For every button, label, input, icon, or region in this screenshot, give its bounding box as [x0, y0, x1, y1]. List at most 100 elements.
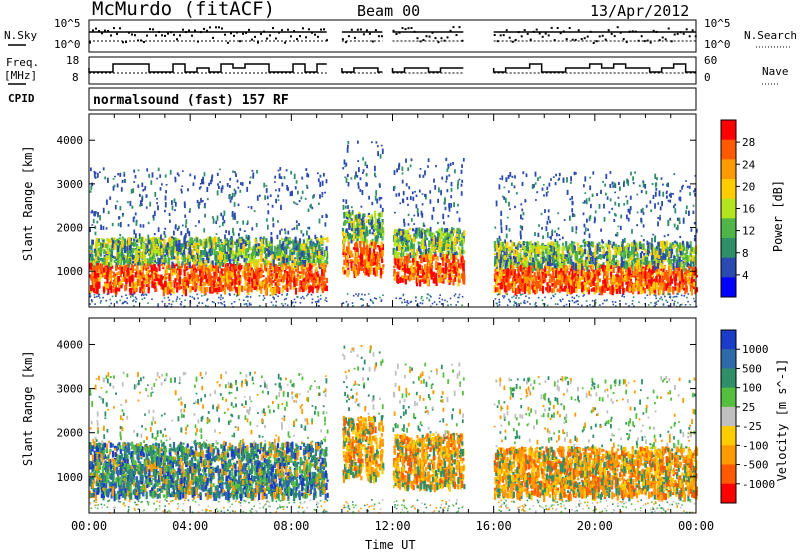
scatter-cell — [428, 298, 431, 301]
scatter-cell — [419, 247, 422, 254]
scatter-cell — [445, 180, 448, 183]
scatter-cell — [400, 297, 402, 300]
scatter-cell — [208, 265, 211, 270]
scatter-cell — [139, 262, 142, 266]
scatter-cell — [120, 257, 123, 266]
scatter-cell — [299, 244, 303, 249]
scatter-cell — [294, 258, 297, 266]
scatter-cell — [370, 263, 374, 267]
scatter-cell — [396, 275, 399, 283]
scatter-cell — [646, 282, 649, 289]
scatter-cell — [188, 260, 191, 269]
scatter-cell — [449, 279, 452, 283]
scatter-cell — [323, 280, 326, 288]
scatter-cell — [165, 190, 167, 194]
scatter-cell — [279, 253, 282, 259]
scatter-cell — [304, 256, 307, 263]
scatter-cell — [201, 200, 204, 203]
scatter-cell — [296, 265, 299, 274]
scatter-cell — [408, 245, 411, 251]
scatter-cell — [105, 244, 108, 249]
scatter-cell — [421, 252, 424, 257]
scatter-cell — [249, 176, 252, 179]
scatter-cell — [214, 273, 217, 280]
scatter-cell — [281, 287, 284, 293]
scatter-cell — [394, 211, 396, 214]
scatter-cell — [202, 243, 205, 247]
scatter-cell — [375, 235, 379, 242]
scatter-cell — [440, 303, 443, 305]
scatter-cell — [407, 213, 410, 217]
scatter-cell — [359, 188, 362, 192]
scatter-cell — [89, 253, 92, 261]
scatter-cell — [180, 252, 183, 255]
nsky-point — [541, 35, 544, 38]
scatter-cell — [379, 232, 383, 238]
scatter-cell — [140, 294, 143, 297]
scatter-cell — [283, 175, 286, 180]
scatter-cell — [324, 222, 327, 227]
scatter-cell — [421, 203, 424, 206]
scatter-cell — [127, 267, 130, 276]
scatter-cell — [226, 183, 229, 187]
scatter-cell — [293, 227, 296, 230]
nsky-point — [508, 36, 511, 39]
scatter-cell — [609, 267, 612, 275]
scatter-cell — [192, 276, 195, 285]
scatter-cell — [213, 288, 216, 293]
scatter-cell — [224, 281, 228, 285]
scatter-cell — [133, 229, 136, 235]
scatter-cell — [412, 252, 415, 259]
scatter-cell — [262, 299, 265, 301]
scatter-cell — [118, 256, 121, 263]
scatter-cell — [497, 274, 500, 280]
scatter-cell — [135, 298, 138, 300]
scatter-cell — [137, 250, 140, 253]
scatter-cell — [631, 263, 634, 271]
scatter-cell — [412, 269, 415, 274]
scatter-cell — [460, 191, 463, 196]
scatter-cell — [348, 223, 351, 230]
scatter-cell — [273, 298, 275, 300]
scatter-cell — [212, 277, 215, 282]
scatter-cell — [321, 261, 324, 265]
scatter-cell — [165, 245, 168, 253]
scatter-cell — [307, 293, 309, 296]
scatter-cell — [215, 233, 218, 235]
scatter-cell — [412, 273, 415, 277]
scatter-cell — [428, 240, 431, 248]
scatter-cell — [195, 259, 199, 262]
scatter-cell — [400, 230, 403, 236]
scatter-cell — [260, 288, 263, 294]
scatter-cell — [126, 274, 129, 277]
scatter-cell — [143, 247, 146, 253]
nsky-point — [131, 33, 133, 36]
scatter-cell — [576, 264, 580, 271]
scatter-cell — [346, 305, 349, 307]
scatter-cell — [438, 240, 441, 247]
scatter-cell — [128, 258, 132, 265]
nsky-point — [604, 38, 607, 41]
scatter-cell — [256, 245, 260, 249]
scatter-cell — [309, 258, 312, 264]
scatter-cell — [202, 240, 205, 245]
scatter-cell — [123, 271, 126, 278]
scatter-cell — [283, 285, 286, 289]
scatter-cell — [421, 193, 424, 195]
scatter-cell — [560, 260, 563, 269]
scatter-cell — [124, 285, 127, 292]
scatter-cell — [157, 205, 159, 211]
scatter-cell — [615, 249, 618, 256]
scatter-cell — [450, 195, 453, 199]
scatter-cell — [208, 238, 211, 242]
scatter-cell — [442, 259, 445, 267]
scatter-cell — [280, 176, 283, 180]
scatter-cell — [401, 172, 404, 175]
scatter-cell — [112, 288, 115, 293]
scatter-cell — [258, 284, 262, 291]
scatter-cell — [102, 207, 105, 214]
scatter-cell — [265, 254, 268, 259]
scatter-cell — [351, 302, 354, 304]
scatter-cell — [511, 247, 514, 251]
scatter-cell — [407, 203, 409, 206]
